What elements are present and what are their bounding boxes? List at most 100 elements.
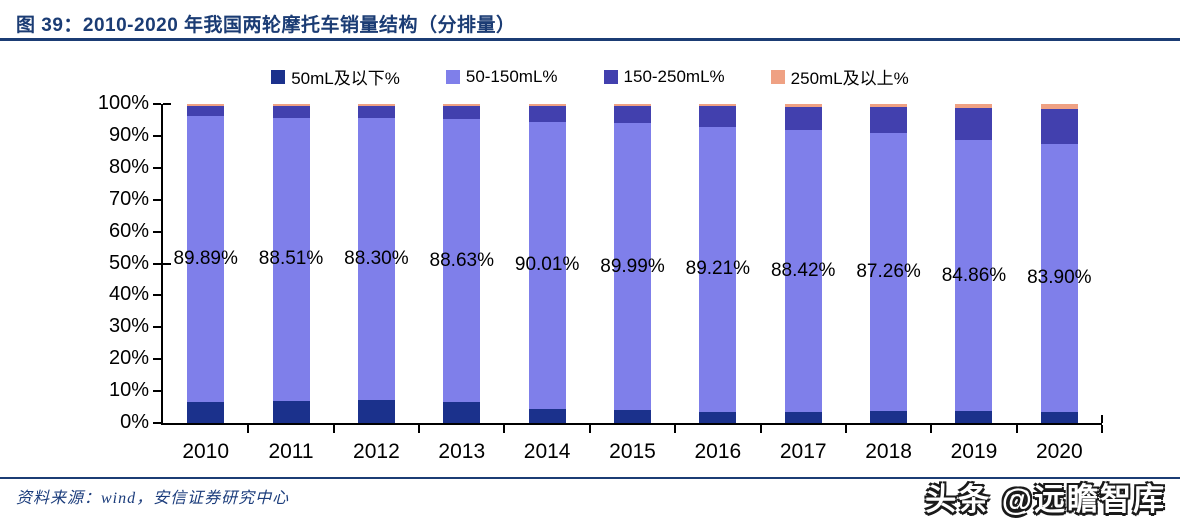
x-tick-mark [588,425,591,433]
bar-segment-50mL及以下% [187,402,225,423]
bar-segment-250mL及以上% [443,104,481,106]
bar-segment-250mL及以上% [784,104,822,107]
title-divider-line [0,38,1180,41]
y-tick-mark [153,134,161,137]
bar-segment-50-150mL% [614,123,651,411]
bar-segment-250mL及以上% [955,104,993,109]
legend-swatch-icon [770,69,785,84]
x-tick-mark [332,425,335,433]
bar-segment-250mL及以上% [870,104,908,107]
x-tick-mark [674,425,677,433]
x-tick-mark [930,425,933,433]
y-axis-tick-label: 80% [108,155,149,178]
x-axis-category-label: 2017 [779,440,827,463]
y-tick-mark [153,422,161,424]
bar-value-label: 84.86% [941,264,1007,286]
bar-segment-50-150mL% [443,119,481,402]
bar-segment-250mL及以上% [187,104,225,106]
bar-segment-150-250mL% [1040,108,1078,144]
legend-item: 250mL及以上% [770,64,909,89]
bar-segment-50mL及以下% [528,408,566,423]
x-axis-category-label: 2011 [268,440,314,463]
bar-segment-150-250mL% [784,106,822,131]
bar-segment-250mL及以上% [272,104,310,106]
bar-segment-150-250mL% [528,105,566,122]
x-axis-category-label: 2016 [694,440,742,463]
y-tick-mark [153,230,161,233]
x-tick-mark [1015,425,1018,433]
x-axis-category-label: 2013 [438,440,486,463]
bar-segment-50-150mL% [699,126,737,412]
y-axis-tick-label: 60% [108,219,149,242]
chart-legend: 50mL及以下% 50-150mL% 150-250mL% 250mL及以上% [0,64,1180,89]
figure-title: 图 39：2010-2020 年我国两轮摩托车销量结构（分排量） [16,15,516,36]
bar-value-label: 88.51% [258,248,324,270]
plot-area [161,104,1102,425]
y-axis-tick-label: 0% [120,411,149,433]
y-tick-mark-inner [163,103,171,105]
bar-segment-50-150mL% [1040,143,1078,412]
legend-label: 50mL及以下% [291,69,400,88]
x-tick-mark [418,425,421,433]
bar-segment-250mL及以上% [614,104,651,106]
x-tick-mark [1101,425,1103,433]
bar-segment-50-150mL% [272,118,310,401]
x-axis-category-label: 2012 [353,440,400,463]
bar-value-label: 90.01% [514,254,580,276]
bar-value-label: 83.90% [1027,266,1092,288]
y-tick-mark [153,103,161,105]
bar-segment-150-250mL% [870,106,908,133]
bar-segment-150-250mL% [272,105,310,119]
legend-label: 250mL及以上% [790,69,909,88]
y-axis-tick-label: 20% [108,347,149,370]
legend-swatch-icon [603,69,618,84]
bar-value-label: 88.42% [770,260,836,282]
legend-label: 150-250mL% [623,66,725,86]
y-tick-mark [153,358,161,361]
x-axis-category-label: 2019 [950,440,998,463]
bar-segment-150-250mL% [699,105,737,127]
y-tick-mark-inner [163,262,171,265]
bar-segment-50mL及以下% [357,400,395,423]
y-axis-tick-label: 70% [108,187,149,210]
x-axis-category-label: 2015 [609,440,656,463]
bar-segment-50mL及以下% [784,412,822,423]
bar-segment-150-250mL% [614,105,651,124]
y-tick-mark [153,390,161,393]
x-axis-category-label: 2010 [182,440,230,463]
bar-segment-250mL及以上% [357,104,395,106]
bar-segment-50mL及以下% [955,410,993,423]
footer-divider-line [0,477,1180,479]
y-axis-tick-label: 100% [97,92,149,114]
x-tick-mark [247,425,250,433]
legend-swatch-icon [445,69,460,84]
x-axis-category-label: 2020 [1035,440,1083,463]
bar-segment-50-150mL% [955,140,993,411]
x-tick-mark [503,425,506,433]
bar-segment-50-150mL% [870,132,908,411]
legend-swatch-icon [271,69,286,84]
bar-value-label: 88.30% [344,248,409,270]
x-axis-end-tick [1101,415,1103,423]
bar-segment-50mL及以下% [1040,411,1078,423]
bar-segment-150-250mL% [443,105,481,120]
bar-value-label: 88.63% [429,249,494,271]
y-axis-tick-label: 30% [108,315,149,338]
legend-item: 50mL及以下% [271,64,400,89]
y-axis-tick-label: 90% [108,123,149,146]
bar-value-label: 89.99% [600,255,665,277]
bar-segment-150-250mL% [955,108,993,141]
bar-segment-50-150mL% [357,118,395,401]
bar-segment-250mL及以上% [1040,104,1078,109]
bar-segment-50mL及以下% [870,410,908,423]
legend-item: 50-150mL% [445,66,558,87]
legend-label: 50-150mL% [465,66,558,86]
bar-value-label: 89.21% [685,258,751,280]
bar-value-label: 87.26% [856,260,921,282]
bar-segment-50mL及以下% [272,400,310,423]
bar-segment-50-150mL% [528,121,566,409]
y-tick-mark [153,294,161,297]
legend-item: 150-250mL% [603,66,725,87]
data-source-note: 资料来源：wind，安信证券研究中心 [16,490,290,507]
